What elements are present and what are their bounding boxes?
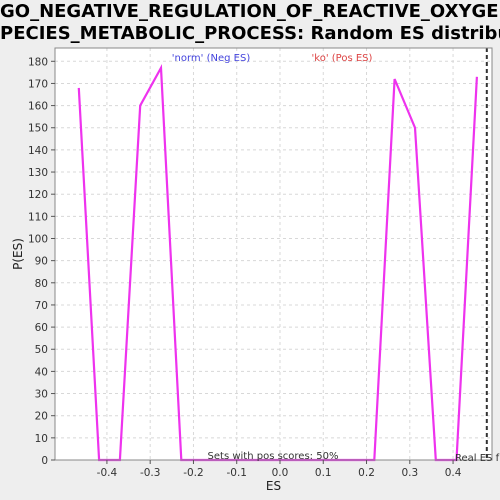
y-tick-label: 120 (28, 189, 48, 201)
pos-es-label: 'ko' (Pos ES) (312, 53, 373, 64)
y-tick-label: 30 (35, 389, 48, 401)
real-es-label: Real ES f (455, 453, 500, 464)
y-tick-label: 180 (28, 56, 48, 68)
y-tick-label: 10 (35, 433, 48, 445)
x-tick-label: 0.1 (315, 467, 332, 479)
x-tick-label: -0.4 (97, 467, 118, 479)
x-tick-label: -0.2 (183, 467, 204, 479)
chart-title-line-1: GO_NEGATIVE_REGULATION_OF_REACTIVE_OXYGE… (0, 1, 500, 22)
y-tick-label: 150 (28, 123, 48, 135)
x-axis-ticks: -0.4 -0.3 -0.2 -0.1 0.0 0.1 0.2 0.3 0.4 (97, 460, 462, 479)
y-tick-label: 60 (35, 322, 48, 334)
x-tick-label: 0.0 (272, 467, 289, 479)
y-tick-label: 40 (35, 366, 48, 378)
x-tick-label: 0.3 (401, 467, 418, 479)
x-tick-label: -0.1 (226, 467, 247, 479)
pos-scores-label: Sets with pos scores: 50% (208, 451, 339, 462)
y-tick-label: 130 (28, 167, 48, 179)
y-gridlines (55, 60, 492, 461)
x-axis-label: ES (266, 479, 281, 493)
x-tick-label: 0.4 (445, 467, 462, 479)
y-axis-ticks: 0 10 20 30 40 50 60 70 80 90 100 110 120 130 140 150 160… (28, 56, 55, 467)
y-tick-label: 20 (35, 411, 48, 423)
y-tick-label: 80 (35, 278, 48, 290)
y-tick-label: 170 (28, 78, 48, 90)
y-tick-label: 140 (28, 145, 48, 157)
chart-title-line-2: PECIES_METABOLIC_PROCESS: Random ES dist… (0, 23, 500, 44)
y-tick-label: 100 (28, 233, 48, 245)
y-tick-label: 110 (28, 211, 48, 223)
neg-es-label: 'norm' (Neg ES) (172, 53, 251, 64)
y-tick-label: 50 (35, 344, 48, 356)
y-tick-label: 160 (28, 101, 48, 113)
x-tick-label: -0.3 (140, 467, 161, 479)
y-tick-label: 0 (41, 455, 48, 467)
y-tick-label: 70 (35, 300, 48, 312)
plot-border (54, 47, 493, 461)
plot-area (55, 48, 492, 460)
y-tick-label: 90 (35, 256, 48, 268)
y-axis-label: P(ES) (11, 238, 25, 270)
x-tick-label: 0.2 (358, 467, 375, 479)
